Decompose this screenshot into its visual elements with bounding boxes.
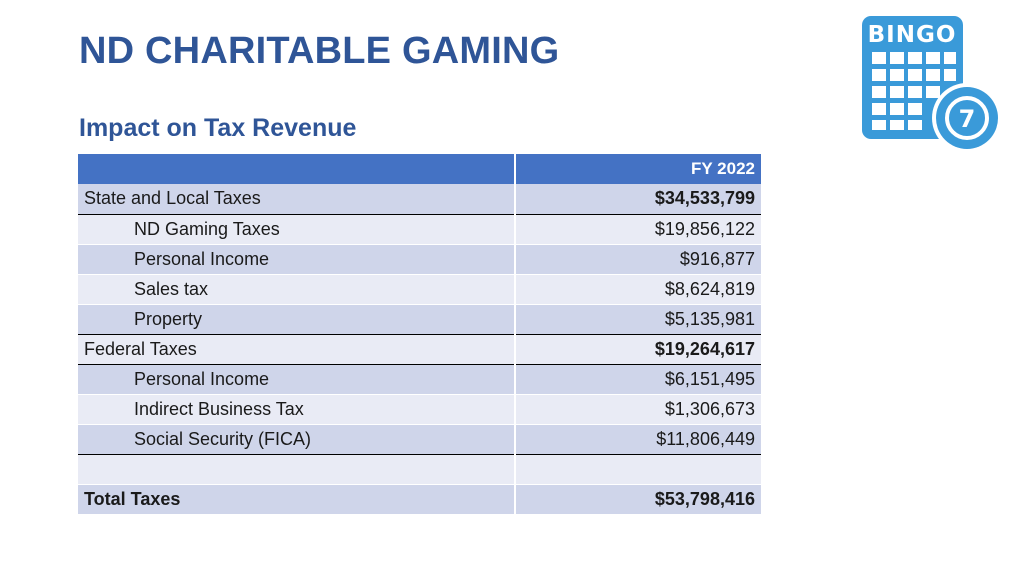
table-row: Federal Taxes $19,264,617 (78, 334, 761, 365)
total-label: Total Taxes (78, 484, 516, 514)
page-title: ND CHARITABLE GAMING (79, 30, 560, 72)
row-label: Personal Income (78, 364, 516, 394)
bingo-logo-text: BINGO (868, 22, 957, 48)
row-label: Social Security (FICA) (78, 424, 516, 455)
row-label: Property (78, 304, 516, 335)
tax-revenue-table: FY 2022 State and Local Taxes $34,533,79… (78, 154, 761, 515)
header-label-cell (78, 154, 516, 184)
row-value: $34,533,799 (515, 184, 761, 215)
row-value: $916,877 (515, 244, 761, 274)
table-row: ND Gaming Taxes $19,856,122 (78, 214, 761, 244)
header-fy-2022: FY 2022 (515, 154, 761, 184)
table-row: Indirect Business Tax $1,306,673 (78, 394, 761, 424)
row-label: ND Gaming Taxes (78, 214, 516, 244)
row-value (515, 454, 761, 484)
row-label (78, 454, 516, 484)
table-row: Personal Income $6,151,495 (78, 364, 761, 394)
row-value: $1,306,673 (515, 394, 761, 424)
row-label: Federal Taxes (78, 334, 516, 365)
row-value: $19,856,122 (515, 214, 761, 244)
row-value: $19,264,617 (515, 334, 761, 365)
bingo-card-icon: BINGO 7 (862, 16, 1002, 153)
page-subtitle: Impact on Tax Revenue (79, 114, 357, 142)
table-row-total: Total Taxes $53,798,416 (78, 484, 761, 514)
table-row: Property $5,135,981 (78, 304, 761, 335)
table-header-row: FY 2022 (78, 154, 761, 184)
total-value: $53,798,416 (515, 484, 761, 514)
row-value: $11,806,449 (515, 424, 761, 455)
table-row: Sales tax $8,624,819 (78, 274, 761, 304)
row-value: $8,624,819 (515, 274, 761, 304)
row-label: Personal Income (78, 244, 516, 274)
table-row-spacer (78, 454, 761, 484)
row-value: $5,135,981 (515, 304, 761, 335)
table-row: Personal Income $916,877 (78, 244, 761, 274)
table-row: State and Local Taxes $34,533,799 (78, 184, 761, 215)
bingo-ball-number: 7 (959, 105, 976, 133)
row-value: $6,151,495 (515, 364, 761, 394)
row-label: Sales tax (78, 274, 516, 304)
table-row: Social Security (FICA) $11,806,449 (78, 424, 761, 455)
row-label: State and Local Taxes (78, 184, 516, 215)
row-label: Indirect Business Tax (78, 394, 516, 424)
